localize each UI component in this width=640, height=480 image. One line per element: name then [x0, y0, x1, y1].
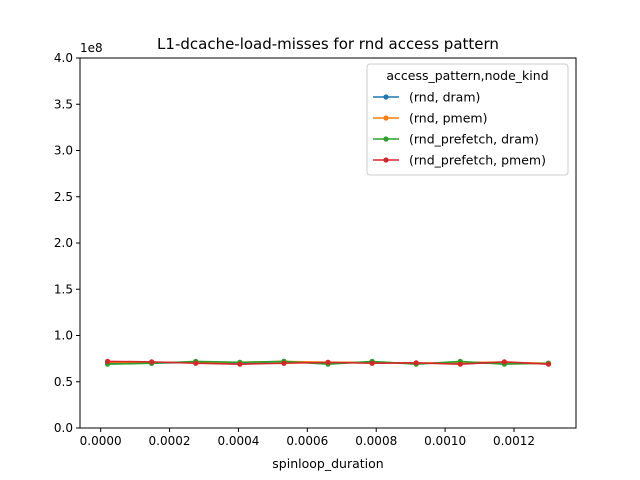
y-tick-label: 4.0 [54, 51, 73, 65]
y-tick-label: 1.5 [54, 282, 73, 296]
legend-marker-3 [383, 157, 389, 163]
legend-marker-1 [383, 115, 389, 121]
x-axis-label: spinloop_duration [272, 456, 383, 471]
data-point [281, 360, 287, 366]
x-tick-label: 0.0000 [80, 434, 122, 448]
data-point [369, 360, 375, 366]
data-point [501, 359, 507, 365]
x-tick-label: 0.0006 [286, 434, 328, 448]
legend-marker-2 [383, 136, 389, 142]
y-tick-label: 3.5 [54, 97, 73, 111]
legend-label-2: (rnd_prefetch, dram) [409, 132, 539, 147]
data-point [149, 359, 155, 365]
data-point [193, 360, 199, 366]
legend-marker-0 [383, 94, 389, 100]
legend-box [366, 63, 569, 176]
y-tick-label: 0.5 [54, 375, 73, 389]
data-point [413, 360, 419, 366]
legend-title: access_pattern,node_kind [386, 68, 548, 83]
legend: access_pattern,node_kind (rnd, dram) (rnd,… [366, 63, 569, 176]
legend-label-1: (rnd, pmem) [409, 111, 487, 126]
chart-title: L1-dcache-load-misses for rnd access pat… [157, 35, 499, 53]
x-tick-label: 0.0012 [493, 434, 535, 448]
data-point [237, 361, 243, 367]
data-point [545, 361, 552, 367]
y-tick-label: 0.0 [54, 421, 73, 435]
x-tick-label: 0.0008 [355, 434, 397, 448]
plot-frame [79, 57, 577, 429]
data-point [325, 359, 331, 365]
y-tick-label: 2.5 [54, 190, 73, 204]
x-tick-label: 0.0004 [217, 434, 259, 448]
legend-label-3: (rnd_prefetch, pmem) [409, 153, 546, 168]
y-tick-label: 1.0 [54, 329, 73, 343]
y-tick-label: 3.0 [54, 144, 73, 158]
data-point [457, 361, 463, 367]
x-tick-label: 0.0002 [149, 434, 191, 448]
x-tick-label: 0.0010 [424, 434, 466, 448]
legend-label-0: (rnd, dram) [409, 90, 480, 105]
y-offset-label: 1e8 [80, 41, 103, 55]
plot-area: 0.0000 0.0002 0.0004 0.0006 0.0008 0.0010 0.00… [54, 51, 552, 448]
data-point [104, 358, 111, 364]
y-tick-label: 2.0 [54, 236, 73, 250]
